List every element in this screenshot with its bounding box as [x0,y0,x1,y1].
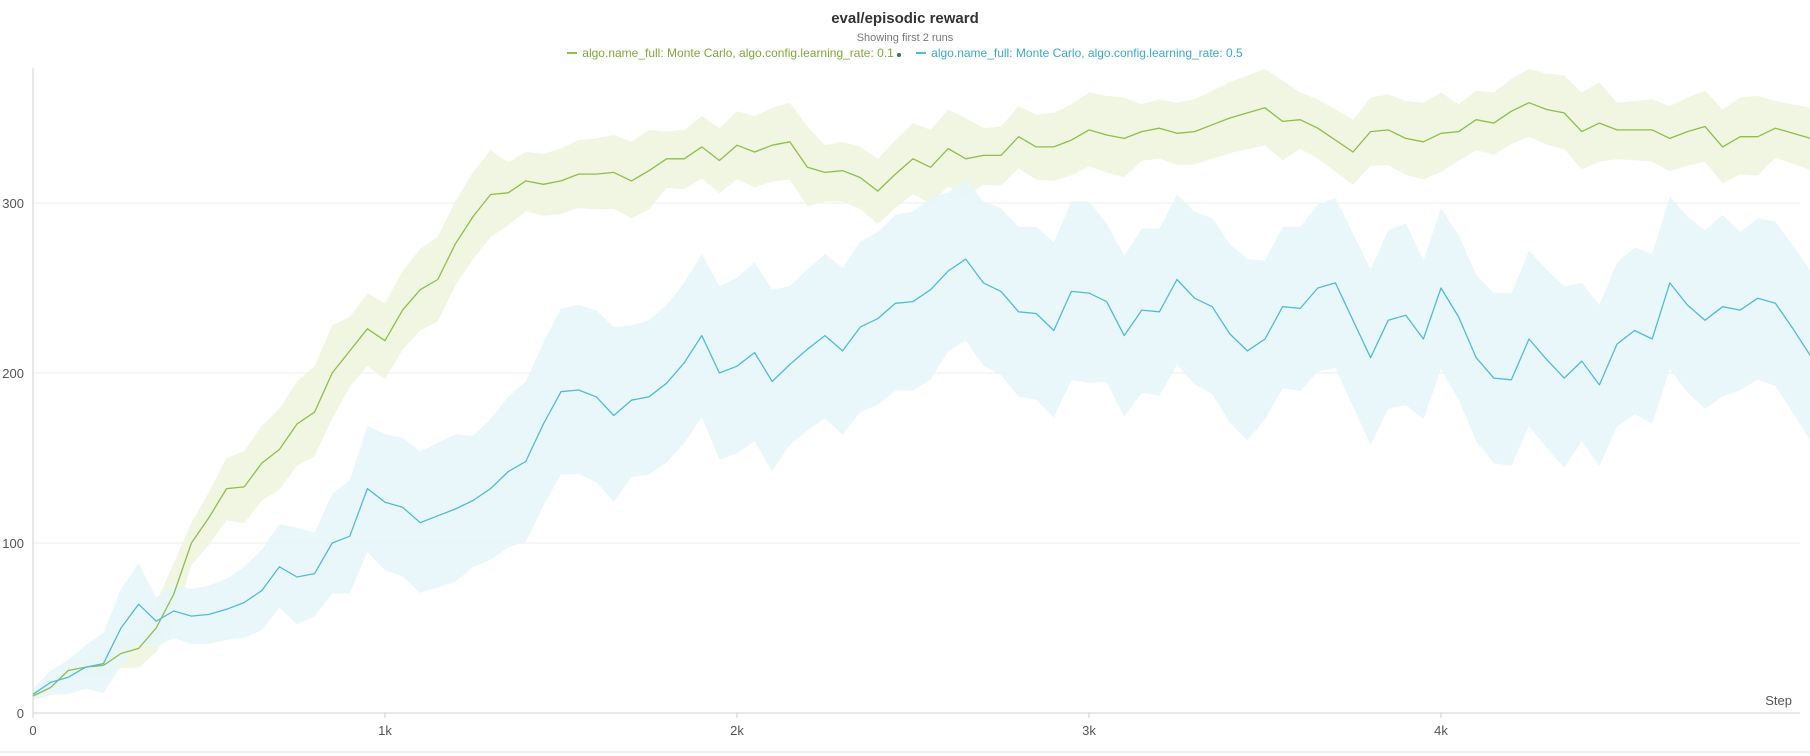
legend-label: algo.name_full: Monte Carlo, algo.config… [931,46,1243,60]
y-tick-label: 0 [17,706,24,721]
legend-item-lr-0-5[interactable]: algo.name_full: Monte Carlo, algo.config… [916,46,1243,60]
legend-label: algo.name_full: Monte Carlo, algo.config… [582,46,894,60]
series-lines [32,102,1810,697]
series-line [32,258,1810,695]
legend-swatch-icon [916,51,927,54]
legend: algo.name_full: Monte Carlo, algo.config… [0,46,1810,60]
x-tick-label: 1k [378,723,392,738]
legend-active-dot-icon [896,52,901,57]
y-tick-label: 100 [2,536,24,551]
series-band [33,68,1810,698]
confidence-bands [33,68,1810,701]
y-tick-label: 200 [2,366,24,381]
x-tick-label: 0 [29,723,36,738]
x-tick-label: 3k [1082,723,1096,738]
chart-title: eval/episodic reward [831,10,979,27]
legend-swatch-icon [567,51,578,54]
series-band [33,179,1810,701]
legend-item-lr-0-1[interactable]: algo.name_full: Monte Carlo, algo.config… [567,46,901,60]
series-line [32,102,1810,697]
y-tick-label: 300 [2,196,24,211]
x-tick-label: 2k [730,723,744,738]
chart-subtitle: Showing first 2 runs [856,32,954,44]
x-tick-label: 4k [1434,723,1448,738]
x-axis-label: Step [1765,693,1792,708]
axes [0,68,1810,753]
tick-labels: 0 1k 2k 3k 4k 0 100 200 300 Step [2,196,1792,738]
